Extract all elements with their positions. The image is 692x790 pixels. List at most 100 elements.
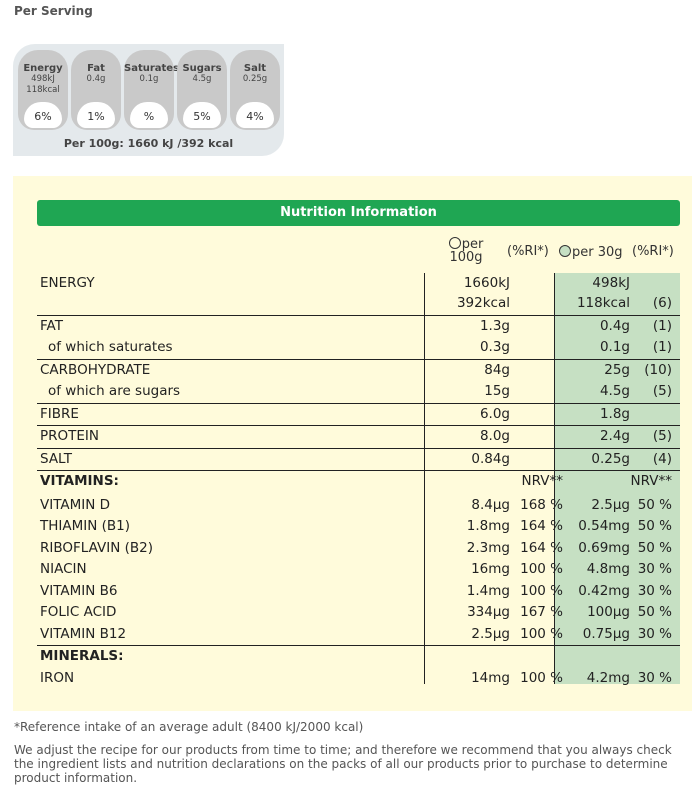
- ri-header: (%RI*): [507, 244, 549, 259]
- percent-badge: %: [130, 102, 168, 128]
- nutrient-label: RIBOFLAVIN (B2): [40, 539, 153, 556]
- value-a: 0.84g: [471, 450, 510, 467]
- per-30g-header[interactable]: per 30g: [559, 245, 623, 259]
- per-100g-header[interactable]: per 100g: [448, 237, 484, 265]
- value-b: 167 %: [520, 604, 563, 620]
- value-a: 1.8mg: [466, 518, 510, 534]
- value-d: 50 %: [637, 604, 672, 620]
- value-a: 8.4µg: [471, 496, 510, 513]
- table-row: CARBOHYDRATE 84g 25g (10): [37, 360, 680, 382]
- table-row: VITAMIN B12 2.5µg 100 % 0.75µg 30 %: [37, 624, 680, 646]
- value-a: 0.3g: [479, 339, 510, 355]
- value-a: 1.4mg: [466, 582, 510, 599]
- value-b: 164 %: [520, 539, 563, 556]
- value-c: 0.4g: [599, 317, 630, 334]
- value-d: (6): [652, 295, 672, 311]
- per-30g-column-bg: [555, 273, 680, 684]
- nutrient-label: of which are sugars: [48, 383, 181, 399]
- table-row: ENERGY 1660kJ 498kJ: [37, 273, 680, 293]
- nutrient-label: MINERALS:: [40, 648, 124, 664]
- traffic-light-saturates: Saturates 0.1g %: [124, 50, 179, 130]
- table-row: of which are sugars 15g 4.5g (5): [37, 381, 680, 404]
- nutrient-label: VITAMIN D: [40, 496, 111, 513]
- percent-badge: 6%: [24, 102, 62, 128]
- nutrient-label: of which saturates: [48, 339, 173, 355]
- value-b: 100 %: [520, 625, 563, 642]
- divider: [554, 273, 555, 684]
- traffic-light-sugars: Sugars 4.5g 5%: [177, 50, 227, 130]
- value-b: 100 %: [520, 669, 563, 686]
- value-d: 50 %: [637, 518, 672, 534]
- divider: [424, 273, 425, 684]
- value-c: 0.75µg: [582, 625, 630, 642]
- value-d: (5): [652, 383, 672, 399]
- value-d: 50 %: [637, 496, 672, 513]
- value-a: 8.0g: [479, 428, 510, 444]
- value-a: 6.0g: [479, 405, 510, 422]
- nutrient-label: IRON: [40, 669, 75, 686]
- table-row: FOLIC ACID 334µg 167 % 100µg 50 %: [37, 602, 680, 624]
- ri-header: (%RI*): [632, 244, 674, 259]
- per-serving-heading: Per Serving: [14, 4, 93, 18]
- traffic-light-energy: Energy 498kJ 118kcal 6%: [18, 50, 68, 130]
- value-d: 30 %: [637, 561, 672, 577]
- table-row: IRON 14mg 100 % 4.2mg 30 %: [37, 668, 680, 690]
- value-b: 168 %: [520, 496, 563, 513]
- nutrient-label: FIBRE: [40, 405, 79, 422]
- table-row: MINERALS:: [37, 646, 680, 668]
- nutrient-label: VITAMINS:: [40, 473, 119, 489]
- value-a: 1660kJ: [463, 275, 510, 291]
- table-row: VITAMIN D 8.4µg 168 % 2.5µg 50 %: [37, 495, 680, 517]
- value-a: 16mg: [471, 561, 510, 577]
- disclaimer: We adjust the recipe for our products fr…: [14, 743, 672, 785]
- nutrition-table-box: Nutrition Information per 100g (%RI*) per…: [13, 176, 692, 711]
- value-c: 498kJ: [592, 275, 630, 291]
- value-a: 2.5µg: [471, 625, 510, 642]
- nutrition-title: Nutrition Information: [37, 200, 680, 226]
- value-d: (1): [652, 339, 672, 355]
- value-c: 1.8g: [599, 405, 630, 422]
- value-b: 164 %: [520, 518, 563, 534]
- value-c: 2.4g: [599, 428, 630, 444]
- table-row: THIAMIN (B1) 1.8mg 164 % 0.54mg 50 %: [37, 516, 680, 538]
- table-row: VITAMINS: NRV** NRV**: [37, 471, 680, 495]
- value-d: NRV**: [630, 473, 672, 489]
- value-a: 14mg: [471, 669, 510, 686]
- value-a: 15g: [484, 383, 510, 399]
- value-a: 334µg: [467, 604, 510, 620]
- value-c: 4.5g: [599, 383, 630, 399]
- value-d: (5): [652, 428, 672, 444]
- table-row: SALT 0.84g 0.25g (4): [37, 449, 680, 471]
- nutrient-label: CARBOHYDRATE: [40, 361, 151, 378]
- table-row: PROTEIN 8.0g 2.4g (5): [37, 426, 680, 449]
- radio-icon[interactable]: [448, 237, 461, 249]
- traffic-light-panel: Energy 498kJ 118kcal 6% Fat 0.4g 1% Satu…: [13, 44, 284, 156]
- radio-icon[interactable]: [559, 245, 571, 257]
- traffic-light-salt: Salt 0.25g 4%: [230, 50, 280, 130]
- nutrient-label: VITAMIN B12: [40, 625, 127, 642]
- nutrient-label: FAT: [40, 317, 63, 334]
- per-100g-summary: Per 100g: 1660 kJ /392 kcal: [63, 137, 234, 150]
- percent-badge: 5%: [183, 102, 221, 128]
- value-b: NRV**: [521, 473, 563, 489]
- traffic-light-fat: Fat 0.4g 1%: [71, 50, 121, 130]
- value-c: 4.8mg: [586, 561, 630, 577]
- nutrient-label: FOLIC ACID: [40, 604, 117, 620]
- nutrient-label: VITAMIN B6: [40, 582, 118, 599]
- percent-badge: 1%: [77, 102, 115, 128]
- table-row: NIACIN 16mg 100 % 4.8mg 30 %: [37, 559, 680, 581]
- nutrient-label: NIACIN: [40, 561, 87, 577]
- value-b: 100 %: [520, 582, 563, 599]
- value-c: 118kcal: [576, 295, 630, 311]
- table-row: FAT 1.3g 0.4g (1): [37, 316, 680, 338]
- value-c: 100µg: [587, 604, 630, 620]
- value-d: 30 %: [637, 625, 672, 642]
- value-c: 0.69mg: [578, 539, 630, 556]
- percent-badge: 4%: [236, 102, 274, 128]
- value-d: (10): [644, 361, 672, 378]
- value-a: 1.3g: [479, 317, 510, 334]
- table-row: VITAMIN B6 1.4mg 100 % 0.42mg 30 %: [37, 581, 680, 603]
- table-row: RIBOFLAVIN (B2) 2.3mg 164 % 0.69mg 50 %: [37, 538, 680, 560]
- value-d: (4): [652, 450, 672, 467]
- nutrient-label: SALT: [40, 450, 72, 467]
